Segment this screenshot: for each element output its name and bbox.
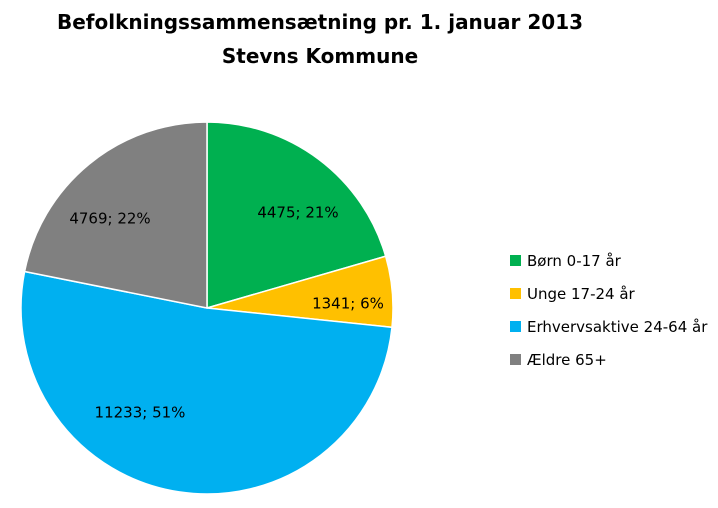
- legend-label-erhvervsaktive: Erhvervsaktive 24-64 år: [527, 317, 708, 336]
- legend-swatch-aeldre: [510, 354, 521, 365]
- legend-item-born: Børn 0-17 år: [510, 244, 715, 277]
- legend-swatch-born: [510, 255, 521, 266]
- data-label-born: 4475; 21%: [257, 204, 338, 222]
- pie-slice-born: [206, 121, 387, 309]
- chart-title: Befolkningssammensætning pr. 1. januar 2…: [56, 10, 584, 34]
- data-label-erhvervsaktive: 11233; 51%: [95, 404, 186, 422]
- pie-slice-erhvervsaktive: [20, 270, 393, 495]
- chart-subtitle: Stevns Kommune: [221, 44, 419, 68]
- legend-label-aeldre: Ældre 65+: [527, 350, 607, 369]
- legend-swatch-unge: [510, 288, 521, 299]
- legend-swatch-erhvervsaktive: [510, 321, 521, 332]
- data-label-aeldre: 4769; 22%: [69, 210, 150, 228]
- legend-item-unge: Unge 17-24 år: [510, 277, 715, 310]
- legend-label-born: Børn 0-17 år: [527, 251, 621, 270]
- legend-item-erhvervsaktive: Erhvervsaktive 24-64 år: [510, 310, 715, 343]
- legend-label-unge: Unge 17-24 år: [527, 284, 635, 303]
- pie-slice-aeldre: [23, 121, 208, 309]
- chart-legend: Børn 0-17 år Unge 17-24 år Erhvervsaktiv…: [510, 244, 715, 376]
- legend-item-aeldre: Ældre 65+: [510, 343, 715, 376]
- data-label-unge: 1341; 6%: [312, 295, 384, 313]
